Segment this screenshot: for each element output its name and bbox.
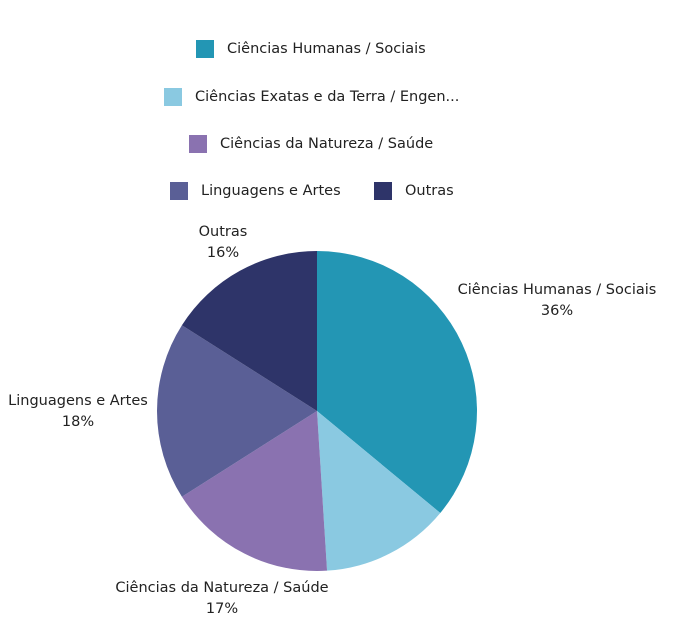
legend-item-outras[interactable]: Outras: [374, 182, 454, 200]
slice-value-linguagens-e-artes: 18%: [62, 414, 94, 430]
legend-item-natureza[interactable]: Ciências da Natureza / Saúde: [189, 135, 433, 153]
slice-label-outras: Outras: [199, 224, 248, 240]
legend-swatch-exatas: [164, 88, 182, 106]
pie-slice-ciencias-da-natureza-saude[interactable]: [181, 411, 328, 571]
slice-value-ciencias-humanas-sociais: 36%: [541, 303, 573, 319]
legend-label-humanas: Ciências Humanas / Sociais: [227, 41, 426, 57]
slice-label-ciencias-da-natureza-saude: Ciências da Natureza / Saúde: [115, 580, 328, 596]
legend-swatch-natureza: [189, 135, 207, 153]
legend-swatch-humanas: [196, 40, 214, 58]
pie-slice-ciencias-exatas-e-da-terra-engenharia[interactable]: [317, 411, 441, 571]
legend-item-humanas[interactable]: Ciências Humanas / Sociais: [196, 40, 426, 58]
legend-label-outras: Outras: [405, 183, 454, 199]
pie-slice-outras[interactable]: [181, 251, 317, 411]
legend-label-exatas: Ciências Exatas e da Terra / Engen...: [195, 89, 460, 105]
slice-value-outras: 16%: [207, 245, 239, 261]
legend-item-exatas[interactable]: Ciências Exatas e da Terra / Engen...: [164, 88, 459, 106]
pie-slice-ciencias-humanas-sociais[interactable]: [317, 251, 477, 513]
slice-label-linguagens-e-artes: Linguagens e Artes: [8, 393, 148, 409]
slice-value-ciencias-da-natureza-saude: 17%: [206, 601, 238, 617]
legend-label-linguagens: Linguagens e Artes: [201, 183, 341, 199]
legend-label-natureza: Ciências da Natureza / Saúde: [220, 136, 434, 152]
legend-swatch-linguagens: [170, 182, 188, 200]
legend-swatch-outras: [374, 182, 392, 200]
slice-label-ciencias-humanas-sociais: Ciências Humanas / Sociais: [458, 282, 657, 298]
pie-slice-linguagens-e-artes[interactable]: [157, 325, 317, 497]
legend-item-linguagens[interactable]: Linguagens e Artes: [170, 182, 341, 200]
